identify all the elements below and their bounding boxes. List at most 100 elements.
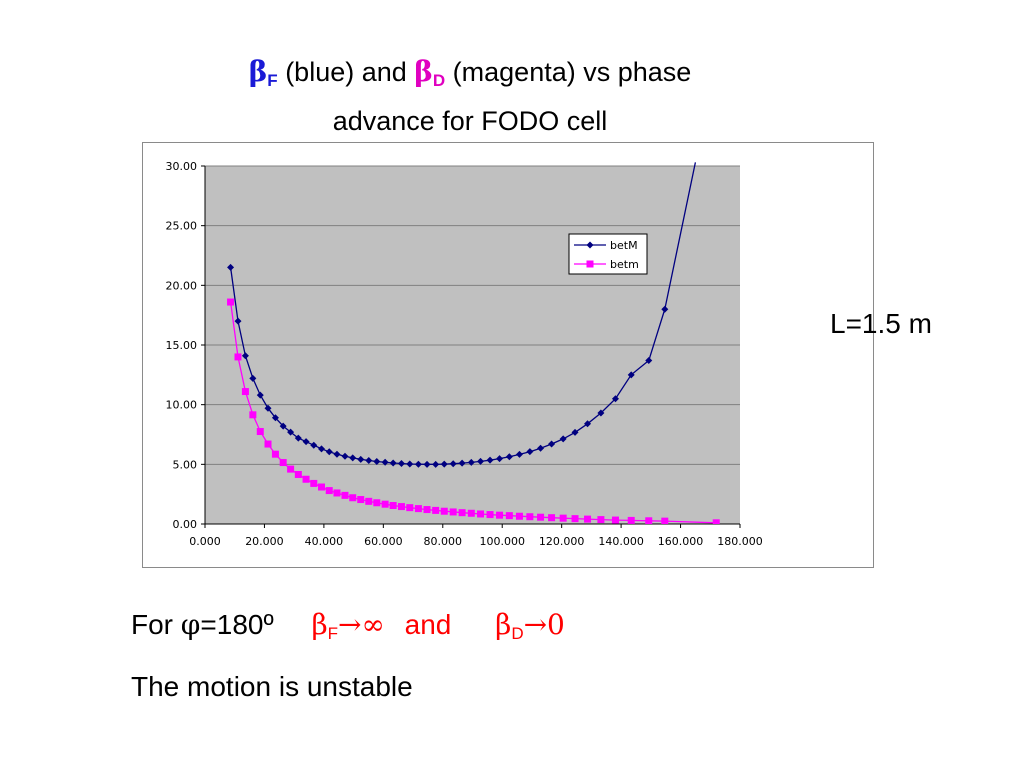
beta-d-limit: βD→0 <box>495 608 565 643</box>
conclusion-beta-f-subscript: F <box>327 624 339 643</box>
data-point-betM <box>477 457 485 465</box>
data-point-betm <box>349 494 357 502</box>
slide-title: βF (blue) and βD (magenta) vs phase adva… <box>0 52 940 141</box>
data-point-betm <box>389 502 397 510</box>
conclusion-prefix: For <box>131 609 181 640</box>
data-point-betm <box>357 496 365 504</box>
beta-f-subscript: F <box>267 71 278 90</box>
data-point-betM <box>584 420 592 428</box>
data-point-betm <box>365 497 373 505</box>
data-point-betM <box>341 452 349 460</box>
title-text-part-2: (magenta) vs phase <box>445 57 692 87</box>
data-point-betm <box>526 513 534 521</box>
data-point-betm <box>440 507 448 515</box>
legend-marker-betm <box>586 260 594 268</box>
title-text-part-1: (blue) and <box>277 57 415 87</box>
data-point-betm <box>294 470 302 478</box>
data-point-betm <box>256 428 264 436</box>
conclusion-beta-d-arrow: →0 <box>523 608 565 641</box>
data-point-betm <box>597 516 605 524</box>
y-tick-label: 25.00 <box>166 220 198 233</box>
data-point-betm <box>333 489 341 497</box>
data-point-betm <box>712 519 720 524</box>
legend-marker-betM <box>586 241 594 249</box>
beta-f-symbol: β <box>248 55 268 88</box>
title-line-2: advance for FODO cell <box>332 106 608 136</box>
data-point-betM <box>271 414 279 422</box>
chart-frame: 0.00 5.00 10.00 15.00 20.00 25.00 30.00 0.000 20… <box>142 142 874 568</box>
data-point-betm <box>458 509 466 517</box>
y-tick-label: 0.00 <box>173 518 198 531</box>
x-tick-label: 40.000 <box>305 535 344 548</box>
x-tick-label: 180.000 <box>717 535 763 548</box>
data-point-betM <box>496 455 504 463</box>
data-point-betM <box>440 460 448 468</box>
conclusion-beta-d-subscript: D <box>511 624 524 643</box>
data-point-betm <box>264 440 272 448</box>
data-point-betM <box>414 460 422 468</box>
data-point-betM <box>333 450 341 458</box>
axes: 0.00 5.00 10.00 15.00 20.00 25.00 30.00 0.000 20… <box>166 160 763 548</box>
conclusion-beta-d-symbol: β <box>495 608 512 641</box>
data-point-betm <box>249 411 257 419</box>
data-point-betM <box>597 409 605 417</box>
data-point-betm <box>287 465 295 473</box>
legend-label-betm: betm <box>610 258 639 271</box>
data-point-betM <box>279 422 287 430</box>
data-point-betM <box>397 459 405 467</box>
y-tick-label: 10.00 <box>166 399 198 412</box>
data-point-betM <box>264 404 272 412</box>
x-tick-label: 80.000 <box>424 535 463 548</box>
beta-vs-phase-chart: 0.00 5.00 10.00 15.00 20.00 25.00 30.00 0.000 20… <box>166 160 763 548</box>
data-point-betm <box>584 515 592 523</box>
data-point-betm <box>318 483 326 491</box>
data-point-betm <box>559 514 567 522</box>
legend: betM betm <box>568 233 648 275</box>
data-point-betM <box>449 460 457 468</box>
legend-label-betM: betM <box>610 239 638 252</box>
series-betM <box>227 162 697 468</box>
data-point-betM <box>548 440 556 448</box>
data-point-betm <box>477 510 485 518</box>
data-point-betM <box>249 374 257 382</box>
data-point-betM <box>486 456 494 464</box>
data-point-betM <box>241 352 249 360</box>
data-point-betM <box>505 453 513 461</box>
x-tick-label: 140.000 <box>598 535 644 548</box>
data-point-betm <box>227 298 235 306</box>
data-point-betM <box>458 459 466 467</box>
series-betm <box>227 298 720 524</box>
data-point-betm <box>486 511 494 519</box>
gridlines <box>205 165 740 465</box>
cell-length-label: L=1.5 m <box>830 308 932 339</box>
data-point-betm <box>515 512 523 520</box>
x-tick-label: 120.000 <box>539 535 585 548</box>
data-point-betm <box>234 353 242 361</box>
data-point-betm <box>325 487 333 495</box>
data-point-betm <box>381 500 389 508</box>
data-point-betM <box>627 371 635 379</box>
data-point-betM <box>423 460 431 468</box>
beta-d-symbol: β <box>414 55 433 88</box>
data-point-betM <box>381 458 389 466</box>
data-point-betM <box>515 450 523 458</box>
data-point-betm <box>271 450 279 458</box>
beta-d-subscript: D <box>432 71 446 90</box>
x-tick-label: 60.000 <box>364 535 403 548</box>
data-point-betm <box>645 517 653 524</box>
data-point-betM <box>571 428 579 436</box>
phi-symbol: φ <box>180 608 201 641</box>
data-point-betm <box>505 512 513 520</box>
data-point-betm <box>537 513 545 521</box>
y-tick-label: 15.00 <box>166 339 198 352</box>
data-point-betM <box>365 457 373 465</box>
data-point-betM <box>467 458 475 466</box>
data-point-betm <box>414 505 422 513</box>
x-tick-label: 100.000 <box>479 535 525 548</box>
data-point-betm <box>279 459 287 467</box>
data-point-betm <box>397 503 405 511</box>
y-tick-label: 30.00 <box>166 160 198 173</box>
data-point-betM <box>325 448 333 456</box>
data-point-betM <box>406 460 414 468</box>
data-point-betm <box>449 508 457 516</box>
